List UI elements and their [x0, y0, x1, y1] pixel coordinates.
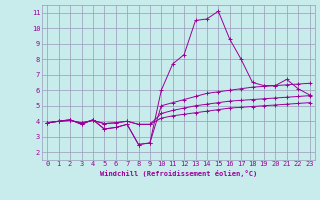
X-axis label: Windchill (Refroidissement éolien,°C): Windchill (Refroidissement éolien,°C) — [100, 170, 257, 177]
